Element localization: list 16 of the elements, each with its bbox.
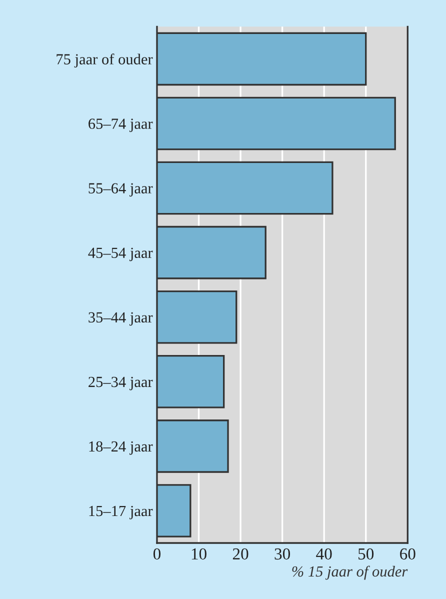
x-tick-label: 30 [274,548,290,560]
y-tick-label: 35–44 jaar [88,312,153,326]
y-tick-label: 75 jaar of ouder [56,54,153,68]
y-tick-label: 55–64 jaar [88,183,153,197]
x-tick-label: 0 [153,548,161,560]
x-tick-label: 10 [192,548,206,560]
x-tick-label: 60 [400,548,416,560]
x-tick-label: 50 [358,548,374,560]
x-axis-title: % 15 jaar of ouder [292,566,408,580]
y-tick-label: 25–34 jaar [88,376,153,390]
y-tick-label: 18–24 jaar [89,441,153,455]
y-tick-label: 45–54 jaar [88,248,153,262]
y-tick-label: 65–74 jaar [88,118,153,132]
x-tick-label: 20 [232,548,248,560]
x-tick-label: 40 [316,548,332,560]
y-tick-label: 15–17 jaar [89,506,153,520]
